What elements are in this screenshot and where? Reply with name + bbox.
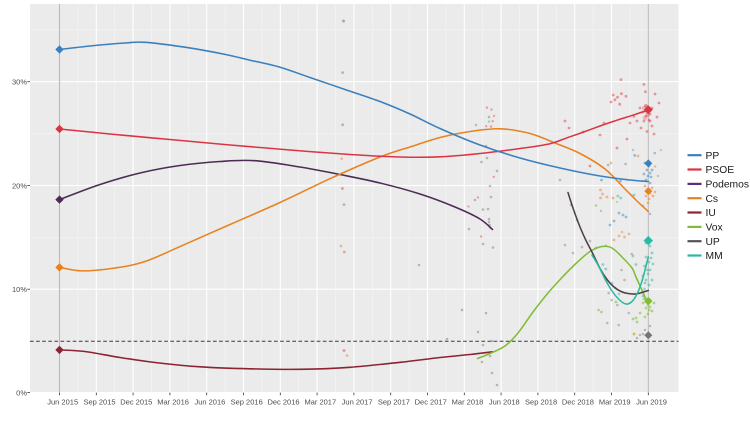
svg-text:Mar 2016: Mar 2016 [157, 398, 189, 407]
svg-text:0%: 0% [16, 389, 27, 398]
svg-text:Mar 2017: Mar 2017 [304, 398, 336, 407]
svg-text:PP: PP [706, 151, 720, 162]
svg-text:UP: UP [706, 237, 720, 248]
svg-text:MM: MM [706, 251, 723, 262]
svg-text:Dec 2017: Dec 2017 [415, 398, 447, 407]
svg-text:Jun 2018: Jun 2018 [489, 398, 520, 407]
svg-text:Sep 2016: Sep 2016 [231, 398, 263, 407]
svg-text:Dec 2016: Dec 2016 [267, 398, 299, 407]
svg-text:PSOE: PSOE [706, 165, 735, 176]
svg-text:Podemos: Podemos [706, 180, 750, 191]
svg-text:IU: IU [706, 208, 716, 219]
svg-text:Jun 2016: Jun 2016 [194, 398, 225, 407]
svg-text:Mar 2018: Mar 2018 [452, 398, 484, 407]
svg-text:Jun 2019: Jun 2019 [636, 398, 667, 407]
svg-text:Sep 2018: Sep 2018 [525, 398, 557, 407]
svg-text:Jun 2015: Jun 2015 [47, 398, 78, 407]
svg-text:20%: 20% [12, 182, 27, 191]
svg-text:Mar 2019: Mar 2019 [599, 398, 631, 407]
svg-text:30%: 30% [12, 78, 27, 87]
svg-text:Sep 2017: Sep 2017 [378, 398, 410, 407]
svg-text:10%: 10% [12, 285, 27, 294]
svg-text:Dec 2015: Dec 2015 [120, 398, 152, 407]
svg-text:Cs: Cs [706, 194, 719, 205]
svg-text:Dec 2018: Dec 2018 [562, 398, 594, 407]
svg-text:Vox: Vox [706, 223, 724, 234]
svg-text:Sep 2015: Sep 2015 [83, 398, 115, 407]
svg-text:Jun 2017: Jun 2017 [342, 398, 373, 407]
